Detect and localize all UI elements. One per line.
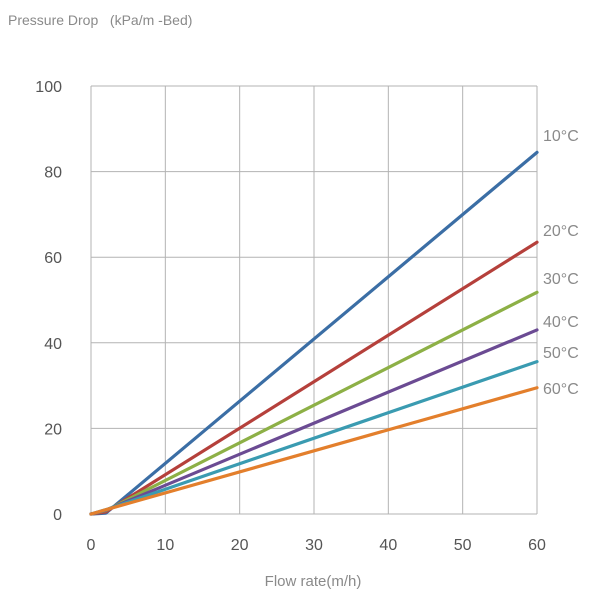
x-tick-label: 50: [454, 537, 472, 554]
x-tick-label: 30: [305, 537, 323, 554]
y-tick-label: 100: [35, 79, 62, 96]
y-tick-label: 0: [53, 507, 62, 524]
x-axis-label: Flow rate(m/h): [265, 573, 362, 590]
series-lines: [89, 150, 539, 516]
x-tick-label: 0: [87, 537, 96, 554]
grid: [90, 85, 538, 515]
series-label: 50°C: [543, 345, 579, 362]
x-tick-label: 10: [156, 537, 174, 554]
series-labels: 10°C 20°C 30°C 40°C 50°C 60°C: [543, 128, 579, 398]
y-tick-label: 20: [44, 421, 62, 438]
y-tick-label: 60: [44, 250, 62, 267]
series-label: 30°C: [543, 271, 579, 288]
x-tick-label: 40: [379, 537, 397, 554]
series-label: 10°C: [543, 128, 579, 145]
chart-title: Pressure Drop (kPa/m -Bed): [8, 12, 193, 28]
y-tick-label: 80: [44, 165, 62, 182]
y-tick-label: 40: [44, 336, 62, 353]
series-label: 60°C: [543, 381, 579, 398]
series-label: 20°C: [543, 223, 579, 240]
series-label: 40°C: [543, 314, 579, 331]
series-line-6: [89, 386, 539, 516]
x-tick-label: 20: [231, 537, 249, 554]
axes: 0 10 20 30 40 50 60 0 20 40 60 80 100: [35, 79, 546, 554]
x-tick-label: 60: [528, 537, 546, 554]
